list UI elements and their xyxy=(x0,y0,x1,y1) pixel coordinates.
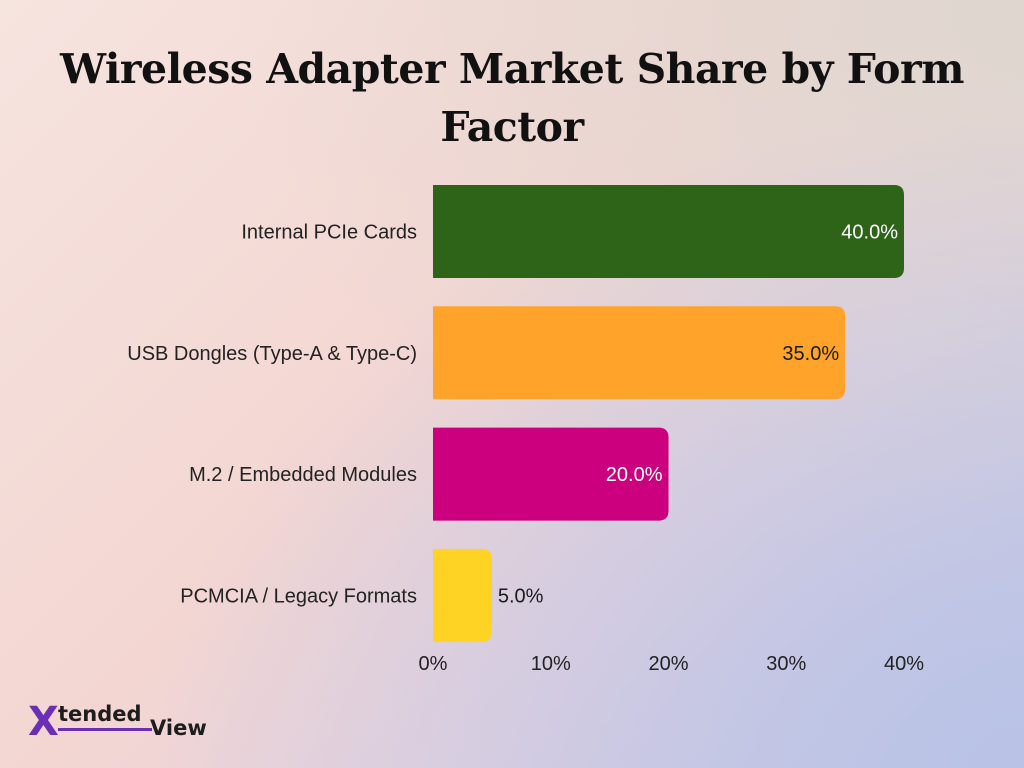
data-label-internal-pcie-cards: 40.0% xyxy=(841,222,898,244)
logo-word-tended: tended xyxy=(58,702,142,726)
category-label-m-2-embedded-modules: M.2 / Embedded Modules xyxy=(189,464,417,486)
chart-title: Wireless Adapter Market Share by Form Fa… xyxy=(60,45,964,151)
logo-x-mark: X xyxy=(28,699,59,745)
data-label-usb-dongles-type-a-type-c: 35.0% xyxy=(782,343,839,365)
data-label-m-2-embedded-modules: 20.0% xyxy=(606,464,663,486)
xtendedview-logo: X tended View xyxy=(28,700,218,744)
logo-underline xyxy=(58,728,152,731)
bar-m-2-embedded-modules xyxy=(433,427,669,521)
data-label-pcmcia-legacy-formats: 5.0% xyxy=(498,585,544,607)
x-tick-label-30: 30% xyxy=(766,653,806,675)
category-label-usb-dongles-type-a-type-c: USB Dongles (Type-A & Type-C) xyxy=(127,343,417,365)
bar-internal-pcie-cards xyxy=(433,185,904,278)
bar-usb-dongles-type-a-type-c xyxy=(433,306,846,400)
bar-pcmcia-legacy-formats xyxy=(433,548,492,642)
x-tick-label-20: 20% xyxy=(648,653,688,675)
category-label-internal-pcie-cards: Internal PCIe Cards xyxy=(241,222,417,244)
logo-word-view: View xyxy=(150,716,207,740)
category-label-pcmcia-legacy-formats: PCMCIA / Legacy Formats xyxy=(180,585,417,607)
x-tick-label-40: 40% xyxy=(884,653,924,675)
x-tick-label-0: 0% xyxy=(419,653,448,675)
x-tick-label-10: 10% xyxy=(531,653,571,675)
